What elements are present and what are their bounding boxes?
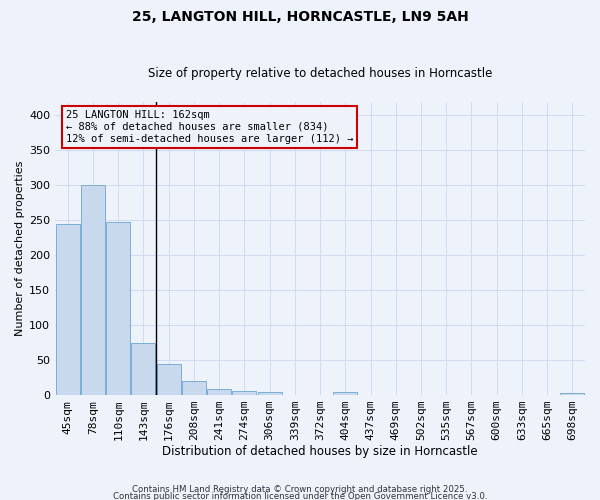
Bar	[157, 364, 181, 395]
Bar	[106, 222, 130, 395]
Bar	[182, 381, 206, 395]
Text: Contains public sector information licensed under the Open Government Licence v3: Contains public sector information licen…	[113, 492, 487, 500]
Bar	[560, 393, 584, 395]
X-axis label: Distribution of detached houses by size in Horncastle: Distribution of detached houses by size …	[162, 444, 478, 458]
Bar	[334, 392, 357, 395]
Text: 25, LANGTON HILL, HORNCASTLE, LN9 5AH: 25, LANGTON HILL, HORNCASTLE, LN9 5AH	[131, 10, 469, 24]
Bar	[257, 392, 281, 395]
Text: 25 LANGTON HILL: 162sqm
← 88% of detached houses are smaller (834)
12% of semi-d: 25 LANGTON HILL: 162sqm ← 88% of detache…	[66, 110, 353, 144]
Bar	[131, 342, 155, 395]
Title: Size of property relative to detached houses in Horncastle: Size of property relative to detached ho…	[148, 66, 492, 80]
Y-axis label: Number of detached properties: Number of detached properties	[15, 160, 25, 336]
Bar	[56, 224, 80, 395]
Bar	[207, 390, 231, 395]
Text: Contains HM Land Registry data © Crown copyright and database right 2025.: Contains HM Land Registry data © Crown c…	[132, 485, 468, 494]
Bar	[232, 391, 256, 395]
Bar	[81, 186, 105, 395]
